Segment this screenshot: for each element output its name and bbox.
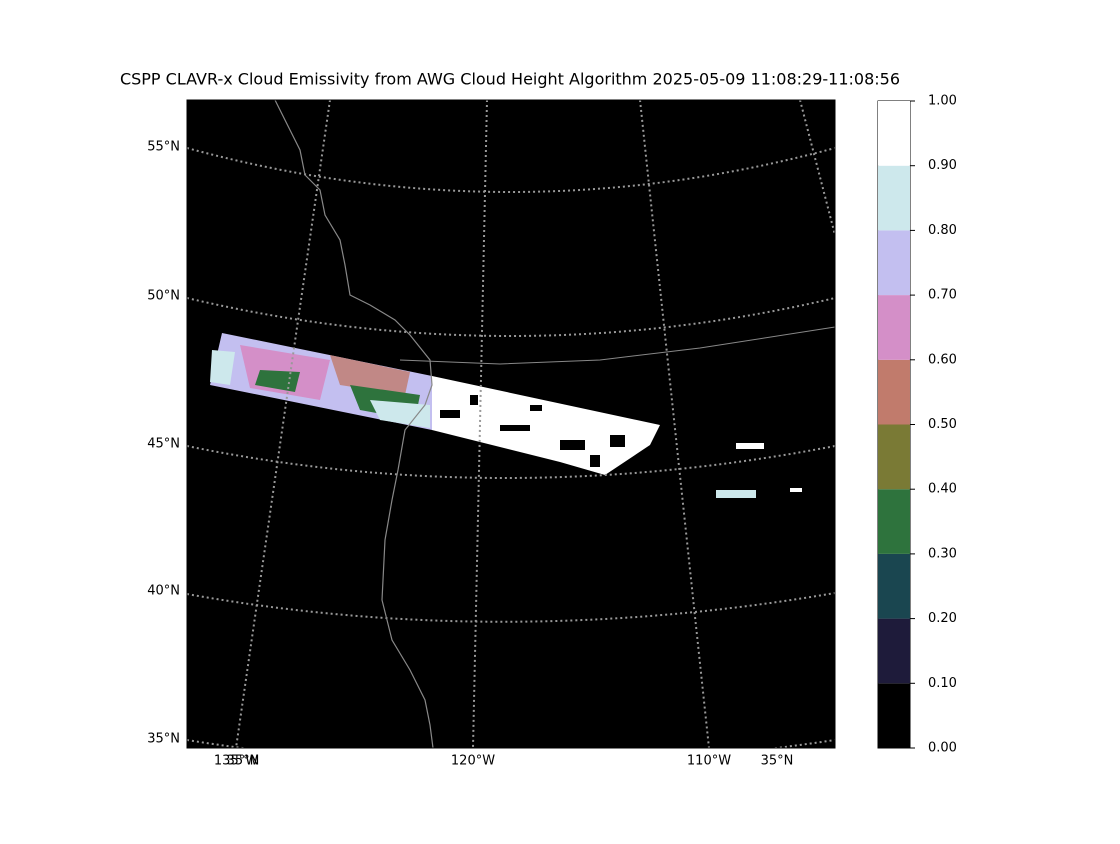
cloud-swath [210, 350, 235, 385]
meridian [235, 100, 331, 748]
colorbar-segment [878, 295, 910, 360]
colorbar-tick-label: 0.30 [928, 546, 957, 561]
colorbar-tick-label: 1.00 [928, 94, 957, 109]
colorbar-segment [878, 165, 910, 231]
cloud-swath [432, 376, 660, 475]
colorbar-tick-label: 0.20 [928, 611, 957, 626]
coastline [274, 100, 434, 748]
lon-label: 135°W [214, 754, 258, 769]
map-frame [186, 99, 836, 749]
parallel [187, 592, 835, 623]
lat-label: 45°N [147, 437, 180, 452]
lat-label: 55°N [147, 140, 180, 155]
lat-label: 40°N [147, 584, 180, 599]
colorbar-tick-label: 0.60 [928, 352, 957, 367]
lon-label: 35°N [761, 754, 794, 769]
lon-label: 35°N [227, 754, 260, 769]
lat-label: 50°N [147, 289, 180, 304]
colorbar-segment [878, 424, 910, 490]
cloud-patch [790, 488, 802, 492]
map-area [187, 100, 835, 748]
colorbar-tick-label: 0.70 [928, 288, 957, 303]
map-title: CSPP CLAVR-x Cloud Emissivity from AWG C… [120, 70, 900, 89]
colorbar-segment [878, 553, 910, 619]
colorbar-segment [878, 683, 910, 748]
colorbar-tick-label: 0.00 [928, 741, 957, 756]
lon-label: 110°W [687, 754, 731, 769]
lon-label: 120°W [451, 754, 495, 769]
colorbar-segment [878, 101, 910, 166]
parallel [187, 445, 835, 479]
meridian [799, 100, 835, 236]
colorbar-tick-label: 0.40 [928, 482, 957, 497]
border [399, 326, 835, 365]
meridian [639, 100, 710, 748]
cloud-swath [370, 400, 430, 428]
parallel [187, 297, 835, 337]
colorbar-tick-label: 0.90 [928, 158, 957, 173]
colorbar-segment [878, 359, 910, 425]
lat-label: 35°N [147, 732, 180, 747]
cloud-patch [716, 490, 756, 498]
colorbar-segment [878, 489, 910, 554]
cloud-swath [255, 370, 300, 392]
cloud-patch [736, 443, 764, 449]
colorbar-tick-label: 0.50 [928, 417, 957, 432]
colorbar-tick-label: 0.10 [928, 676, 957, 691]
parallel [187, 147, 835, 193]
colorbar-segment [878, 618, 910, 684]
swath-gaps [440, 395, 625, 467]
colorbar-tick-label: 0.80 [928, 223, 957, 238]
colorbar-segment [878, 230, 910, 296]
meridian [472, 100, 488, 748]
